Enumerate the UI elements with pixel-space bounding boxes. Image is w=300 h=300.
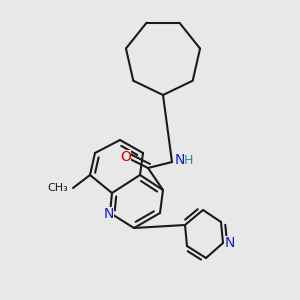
Text: O: O [121, 150, 131, 164]
Text: H: H [184, 154, 194, 167]
Text: N: N [175, 153, 185, 167]
Text: N: N [104, 207, 114, 221]
Text: CH₃: CH₃ [47, 183, 68, 193]
Text: N: N [225, 236, 236, 250]
